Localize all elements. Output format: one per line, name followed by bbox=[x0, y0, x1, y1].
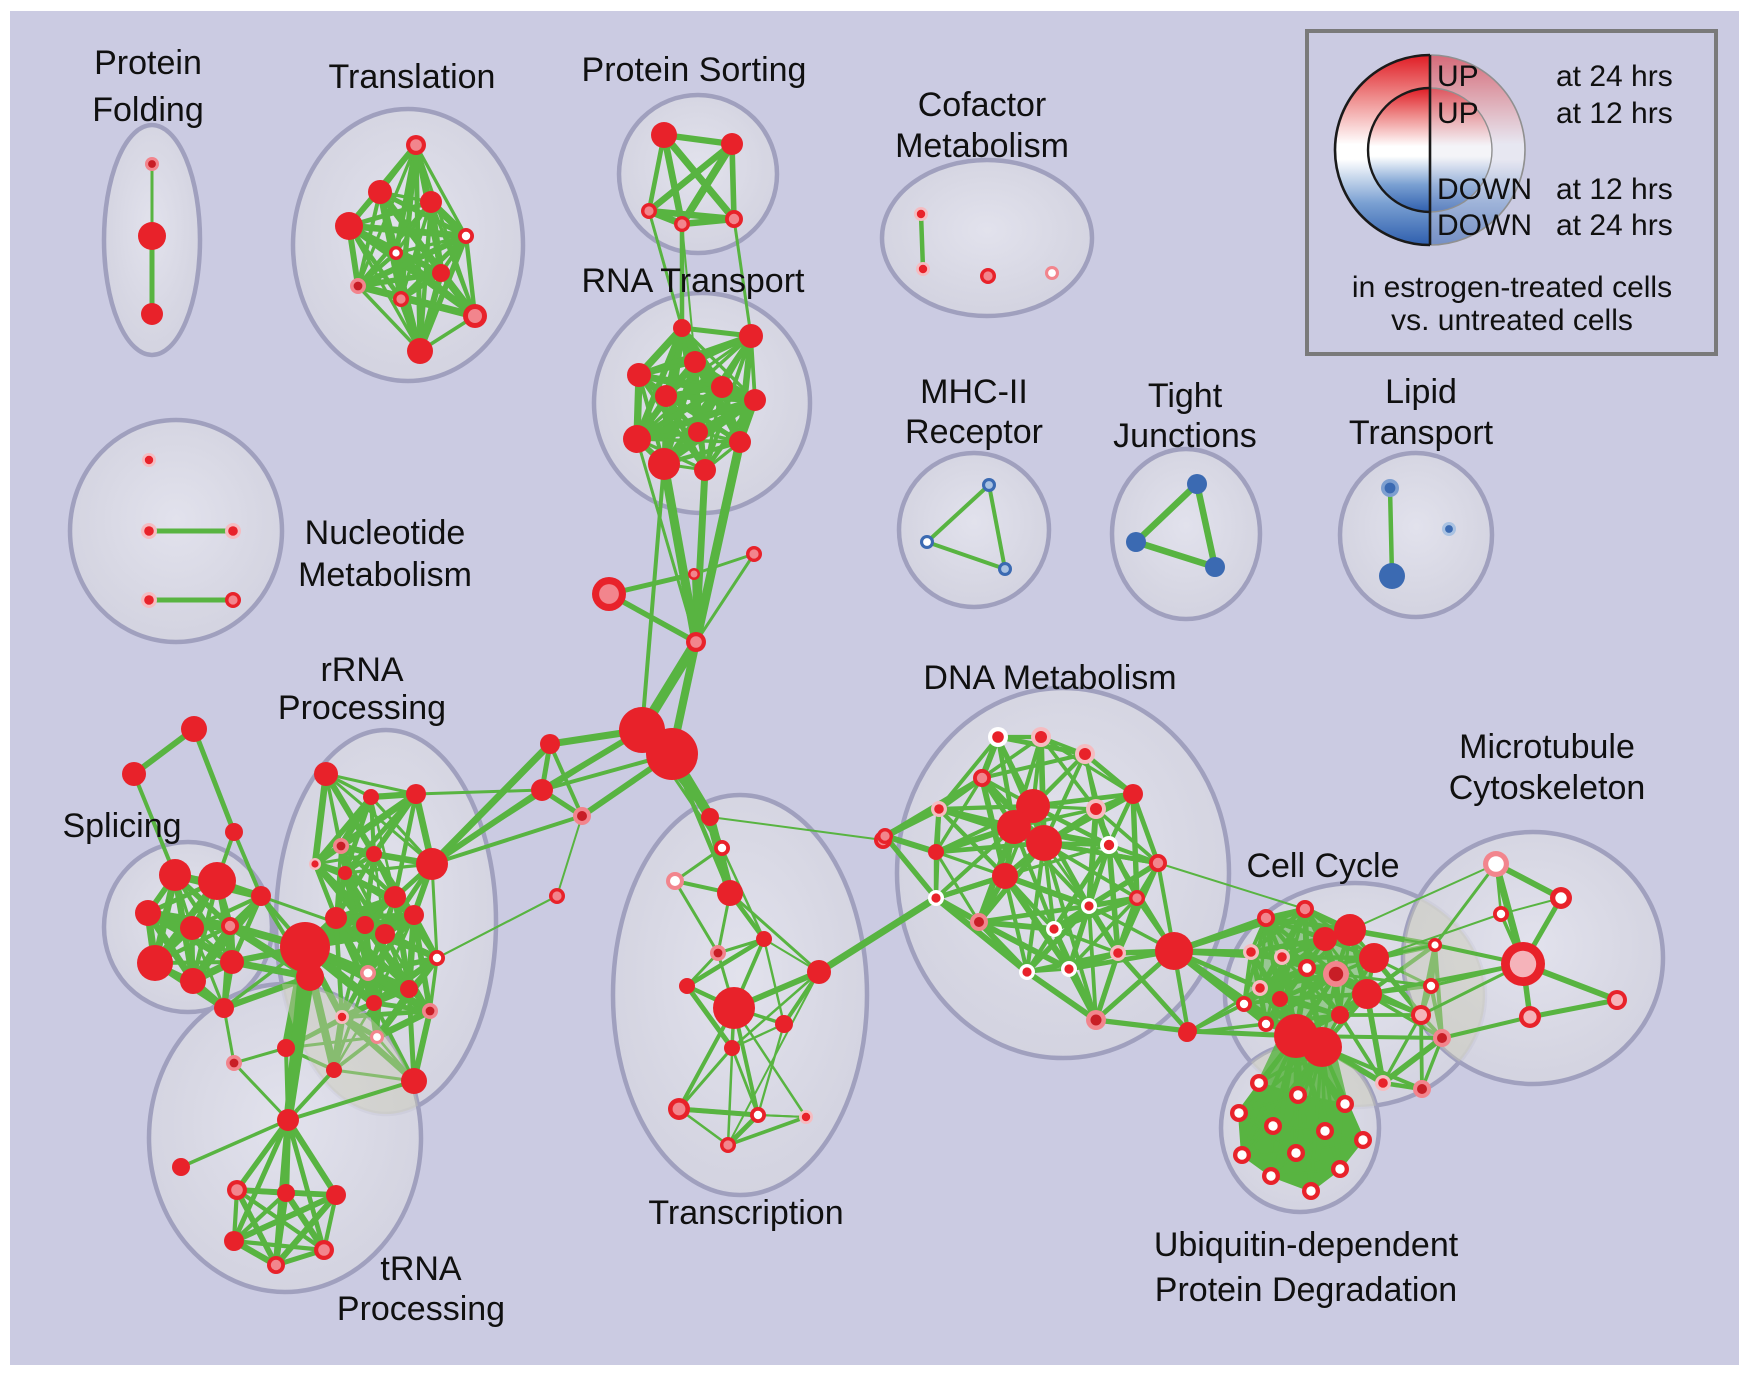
svg-text:Cytoskeleton: Cytoskeleton bbox=[1449, 769, 1646, 807]
svg-text:Microtubule: Microtubule bbox=[1459, 728, 1635, 766]
svg-text:Lipid: Lipid bbox=[1385, 373, 1457, 411]
svg-text:MHC-II: MHC-II bbox=[920, 373, 1028, 411]
svg-text:UP: UP bbox=[1437, 97, 1479, 130]
svg-text:Cell Cycle: Cell Cycle bbox=[1246, 847, 1399, 885]
svg-text:Transcription: Transcription bbox=[648, 1194, 843, 1232]
svg-text:in estrogen-treated cells: in estrogen-treated cells bbox=[1352, 271, 1672, 304]
svg-text:vs. untreated cells: vs. untreated cells bbox=[1391, 304, 1633, 337]
svg-text:Translation: Translation bbox=[329, 58, 496, 96]
svg-text:Splicing: Splicing bbox=[62, 807, 181, 845]
svg-text:Tight: Tight bbox=[1148, 377, 1223, 415]
svg-text:Junctions: Junctions bbox=[1113, 417, 1257, 455]
svg-text:Nucleotide: Nucleotide bbox=[305, 514, 466, 552]
svg-text:Transport: Transport bbox=[1349, 414, 1494, 452]
svg-text:DNA Metabolism: DNA Metabolism bbox=[923, 659, 1176, 697]
svg-text:Processing: Processing bbox=[337, 1290, 505, 1328]
svg-text:Receptor: Receptor bbox=[905, 413, 1043, 451]
svg-text:Protein Sorting: Protein Sorting bbox=[582, 51, 807, 89]
svg-text:Metabolism: Metabolism bbox=[298, 556, 472, 594]
svg-text:at 12 hrs: at 12 hrs bbox=[1556, 97, 1673, 130]
svg-text:Cofactor: Cofactor bbox=[918, 86, 1047, 124]
svg-text:at 24 hrs: at 24 hrs bbox=[1556, 60, 1673, 93]
svg-text:DOWN: DOWN bbox=[1437, 173, 1532, 206]
svg-text:Metabolism: Metabolism bbox=[895, 127, 1069, 165]
svg-text:rRNA: rRNA bbox=[320, 651, 403, 689]
svg-text:UP: UP bbox=[1437, 60, 1479, 93]
svg-text:Protein: Protein bbox=[94, 44, 202, 82]
svg-text:at 24 hrs: at 24 hrs bbox=[1556, 209, 1673, 242]
svg-text:DOWN: DOWN bbox=[1437, 209, 1532, 242]
svg-text:RNA Transport: RNA Transport bbox=[582, 262, 806, 300]
svg-text:Ubiquitin-dependent: Ubiquitin-dependent bbox=[1154, 1226, 1459, 1264]
svg-text:Folding: Folding bbox=[92, 91, 204, 129]
svg-text:Protein Degradation: Protein Degradation bbox=[1155, 1271, 1457, 1309]
svg-text:at 12 hrs: at 12 hrs bbox=[1556, 173, 1673, 206]
svg-text:Processing: Processing bbox=[278, 689, 446, 727]
svg-text:tRNA: tRNA bbox=[380, 1250, 462, 1288]
